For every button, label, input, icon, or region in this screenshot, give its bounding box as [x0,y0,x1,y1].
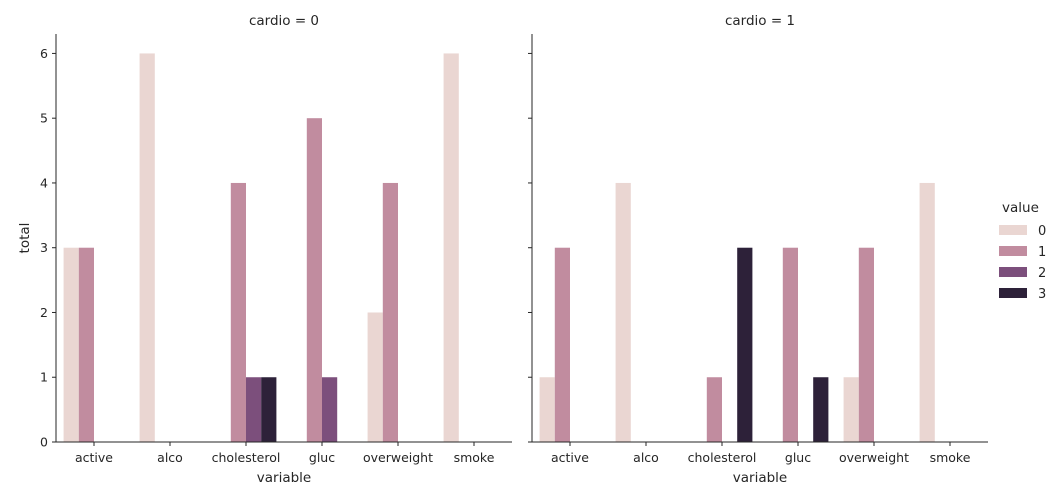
x-axis-label-1: variable [733,470,787,486]
bar-p0-cholesterol-value3 [261,377,277,442]
panel-title-1: cardio = 1 [725,13,795,29]
x-tick-label-0-gluc: gluc [309,450,335,465]
x-tick-label-0-cholesterol: cholesterol [212,450,281,465]
x-tick-label-0-overweight: overweight [363,450,433,465]
bar-p1-active-value0 [539,377,555,442]
bar-p0-active-value0 [63,247,79,442]
y-tick-label-6: 6 [40,46,48,61]
bar-p0-cholesterol-value1 [230,182,246,442]
bar-p0-alco-value0 [139,53,155,443]
y-tick-label-0: 0 [40,435,48,450]
x-tick-label-1-overweight: overweight [839,450,909,465]
bar-p1-cholesterol-value3 [737,247,753,442]
bar-p1-cholesterol-value1 [706,377,722,442]
legend-swatch-2 [999,267,1027,277]
y-tick-label-4: 4 [40,175,48,190]
legend-swatch-1 [999,246,1027,256]
x-tick-label-1-gluc: gluc [785,450,811,465]
legend-label-2: 2 [1038,266,1046,281]
y-tick-label-1: 1 [40,370,48,385]
x-tick-label-0-alco: alco [157,450,183,465]
bar-p1-gluc-value1 [782,247,798,442]
bar-p0-smoke-value0 [443,53,459,443]
legend-label-3: 3 [1038,287,1046,302]
bar-p1-overweight-value1 [858,247,874,442]
x-tick-label-1-cholesterol: cholesterol [688,450,757,465]
bar-p0-cholesterol-value2 [246,377,262,442]
x-tick-label-1-smoke: smoke [930,450,971,465]
y-tick-label-3: 3 [40,240,48,255]
panel-title-0: cardio = 0 [249,13,319,29]
legend-swatch-0 [999,225,1027,235]
bar-p0-overweight-value0 [367,312,383,442]
bar-p1-overweight-value0 [843,377,859,442]
legend-swatch-3 [999,288,1027,298]
bar-p1-alco-value0 [615,182,631,442]
legend-label-0: 0 [1038,224,1046,239]
y-axis-label: total [17,223,33,254]
bar-p0-overweight-value1 [382,182,398,442]
x-tick-label-1-active: active [551,450,589,465]
bar-p0-active-value1 [78,247,94,442]
bar-p1-gluc-value3 [813,377,829,442]
x-tick-label-0-smoke: smoke [454,450,495,465]
y-tick-label-5: 5 [40,111,48,126]
x-axis-label-0: variable [257,470,311,486]
bar-p0-gluc-value2 [322,377,338,442]
x-tick-label-1-alco: alco [633,450,659,465]
x-tick-label-0-active: active [75,450,113,465]
legend-label-1: 1 [1038,245,1046,260]
bar-p0-gluc-value1 [306,118,322,442]
legend-title: value [1002,200,1039,216]
y-tick-label-2: 2 [40,305,48,320]
bar-p1-active-value1 [554,247,570,442]
bar-p1-smoke-value0 [919,182,935,442]
